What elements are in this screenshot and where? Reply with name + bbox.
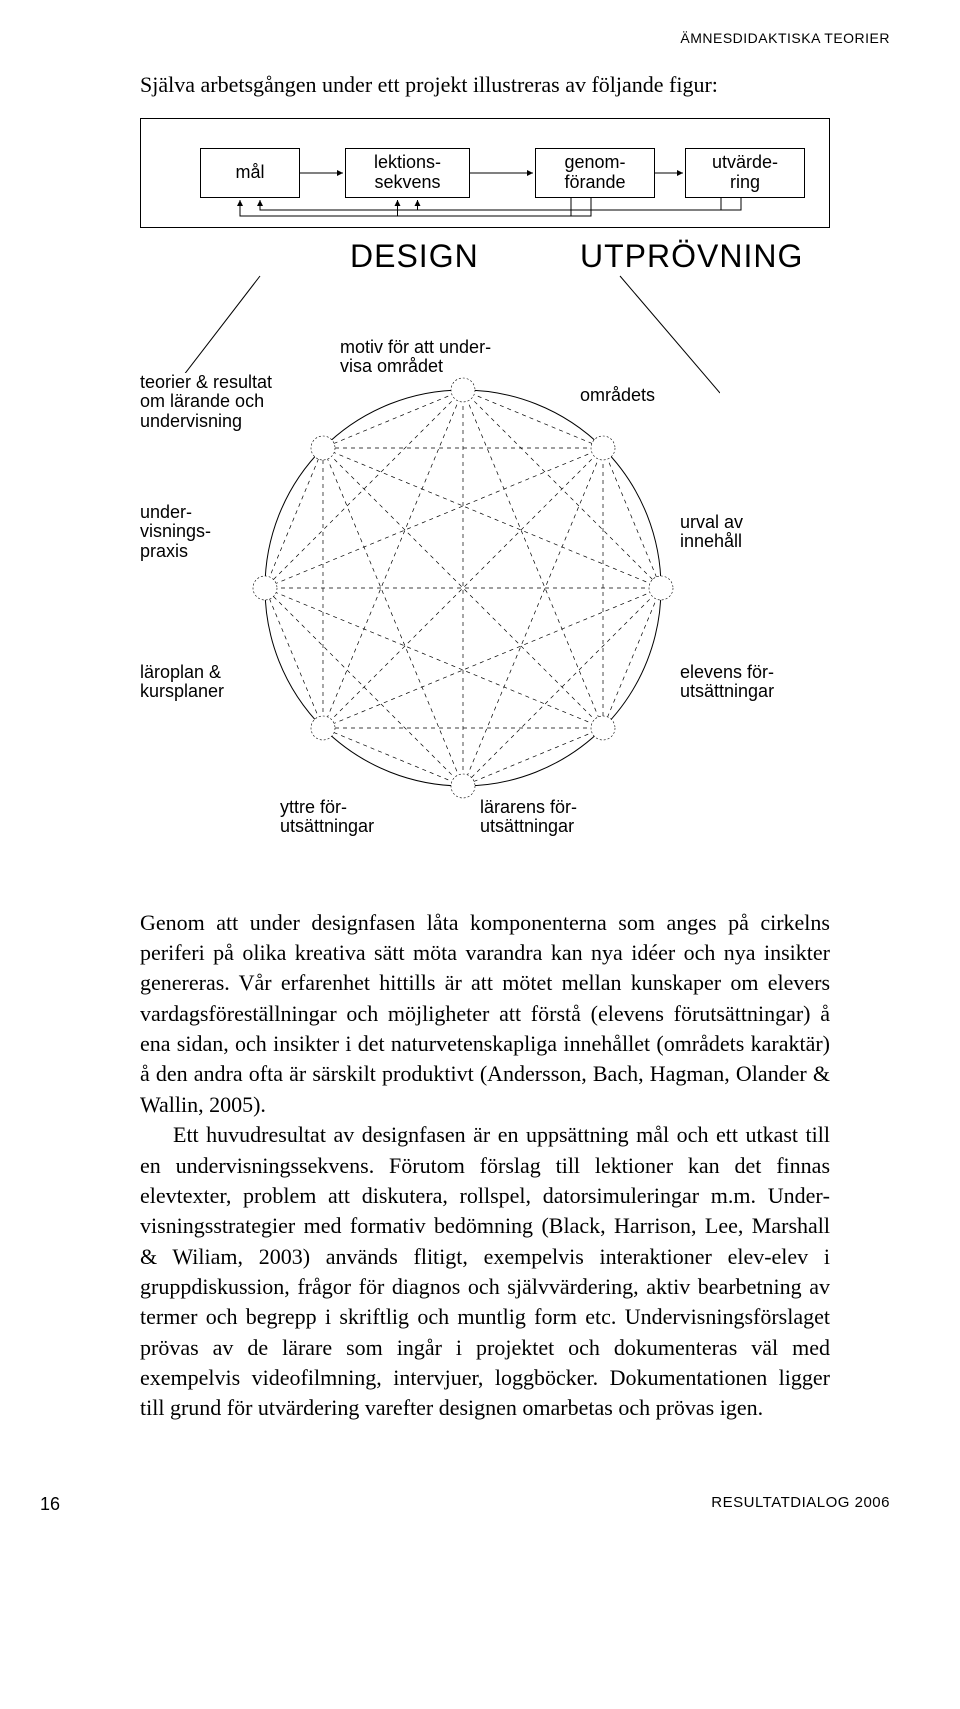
running-head: ÄMNESDIDAKTISKA TEORIER (680, 30, 890, 46)
flow-box-utvardering: utvärde- ring (685, 148, 805, 198)
node-label-1: områdets (580, 386, 655, 406)
footer-publication: RESULTATDIALOG 2006 (711, 1494, 890, 1511)
node-label-8: teorier & resultat om lärande och underv… (140, 373, 272, 432)
page-number: 16 (40, 1494, 60, 1515)
node-label-4: lärarens för- utsättningar (480, 798, 577, 838)
page: ÄMNESDIDAKTISKA TEORIER Själva arbetsgån… (0, 0, 960, 1534)
flow-box-mal: mål (200, 148, 300, 198)
node-label-3: elevens för- utsättningar (680, 663, 774, 703)
paragraph-1: Genom att under designfasen låta kompone… (140, 908, 830, 1121)
body-text: Genom att under designfasen låta kompone… (140, 908, 830, 1424)
node-label-2: urval av innehåll (680, 513, 743, 553)
paragraph-2: Ett huvudresultat av designfasen är en u… (140, 1120, 830, 1424)
node-label-5: yttre för- utsättningar (280, 798, 374, 838)
node-label-6: läroplan & kursplaner (140, 663, 224, 703)
intro-text: Själva arbetsgången under ett projekt il… (140, 70, 830, 100)
node-label-0: motiv för att under- visa området (340, 338, 491, 378)
node-label-7: under- visnings- praxis (140, 503, 211, 562)
flow-box-lektionssekvens: lektions- sekvens (345, 148, 470, 198)
circle-network (248, 373, 678, 803)
flow-box-genomforande: genom- förande (535, 148, 655, 198)
diagram: mål lektions- sekvens genom- förande utv… (140, 118, 830, 888)
